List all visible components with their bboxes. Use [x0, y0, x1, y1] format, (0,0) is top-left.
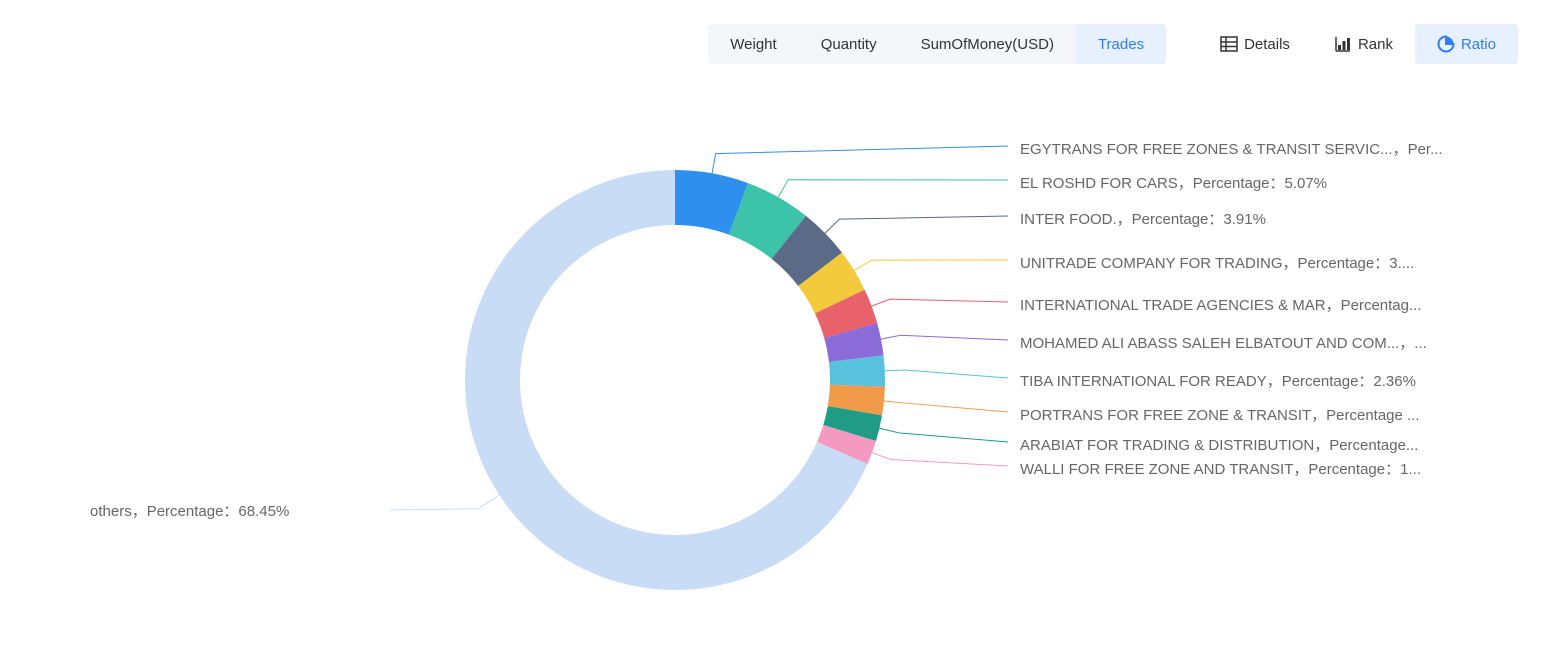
donut-chart: EGYTRANS FOR FREE ZONES & TRANSIT SERVIC…	[0, 100, 1542, 600]
tab-rank[interactable]: Rank	[1312, 24, 1415, 64]
view-tab-group: Details Rank Ratio	[1198, 24, 1518, 64]
tab-trades[interactable]: Trades	[1076, 24, 1166, 64]
tab-label: Ratio	[1461, 36, 1496, 53]
slice-label: EGYTRANS FOR FREE ZONES & TRANSIT SERVIC…	[1020, 138, 1443, 159]
leader-line	[712, 146, 1008, 173]
leader-line	[872, 453, 1008, 466]
leader-line	[872, 299, 1008, 306]
tab-summoney[interactable]: SumOfMoney(USD)	[899, 24, 1076, 64]
slice-label-others: others，Percentage：68.45%	[90, 500, 289, 521]
slice-label: INTERNATIONAL TRADE AGENCIES & MAR，Perce…	[1020, 294, 1422, 315]
toolbar: WeightQuantitySumOfMoney(USD)Trades Deta…	[708, 24, 1518, 64]
tab-label: Rank	[1358, 36, 1393, 53]
slice-label: PORTRANS FOR FREE ZONE & TRANSIT，Percent…	[1020, 404, 1420, 425]
tab-weight[interactable]: Weight	[708, 24, 798, 64]
ratio-icon	[1437, 35, 1455, 53]
slice-label: MOHAMED ALI ABASS SALEH ELBATOUT AND COM…	[1020, 332, 1427, 353]
leader-line	[885, 370, 1008, 378]
slice-label: WALLI FOR FREE ZONE AND TRANSIT，Percenta…	[1020, 458, 1421, 479]
tab-label: Details	[1244, 36, 1290, 53]
leader-line	[881, 335, 1008, 340]
slice-label: ARABIAT FOR TRADING & DISTRIBUTION，Perce…	[1020, 434, 1418, 455]
rank-icon	[1334, 35, 1352, 53]
leader-line	[879, 428, 1008, 442]
tab-ratio[interactable]: Ratio	[1415, 24, 1518, 64]
metric-tab-group: WeightQuantitySumOfMoney(USD)Trades	[708, 24, 1166, 64]
leader-line	[854, 260, 1008, 271]
leader-line	[825, 216, 1008, 233]
tab-quantity[interactable]: Quantity	[799, 24, 899, 64]
slice-label: TIBA INTERNATIONAL FOR READY，Percentage：…	[1020, 370, 1416, 391]
slice-label: INTER FOOD.，Percentage：3.91%	[1020, 208, 1266, 229]
leader-line	[390, 495, 499, 510]
leader-line	[884, 401, 1008, 412]
leader-line	[778, 180, 1008, 197]
tab-details[interactable]: Details	[1198, 24, 1312, 64]
slice-label: UNITRADE COMPANY FOR TRADING，Percentage：…	[1020, 252, 1414, 273]
table-icon	[1220, 35, 1238, 53]
slice-label: EL ROSHD FOR CARS，Percentage：5.07%	[1020, 172, 1327, 193]
